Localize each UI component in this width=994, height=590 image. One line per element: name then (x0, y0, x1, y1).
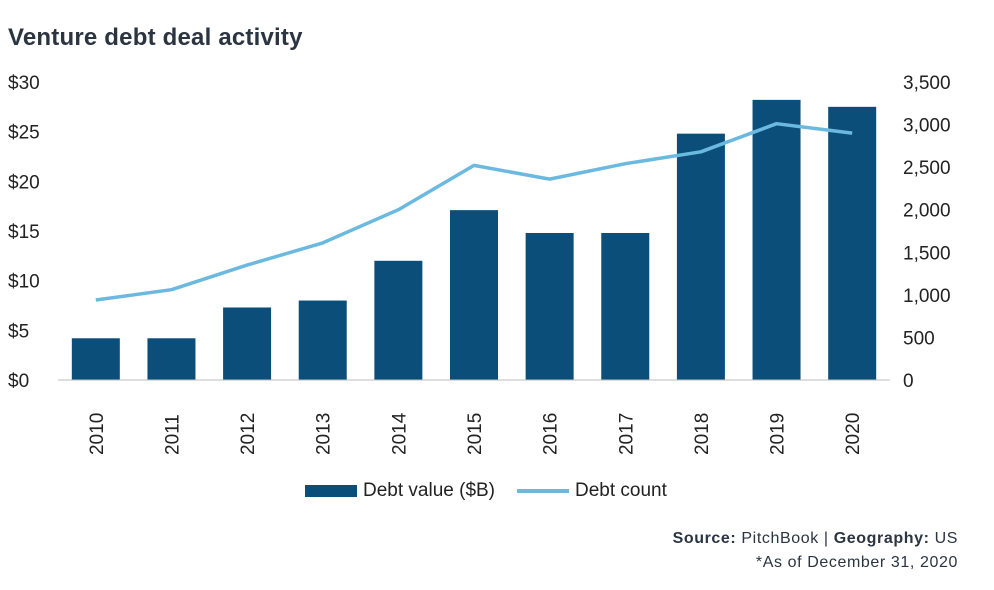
bar-2010 (71, 338, 120, 380)
x-tick-label: 2010 (87, 413, 108, 455)
left-tick-label: $30 (8, 73, 40, 94)
x-tick-label: 2016 (541, 413, 562, 455)
right-tick-label: 2,000 (903, 201, 951, 222)
bar-2011 (147, 338, 196, 380)
x-tick-label: 2012 (238, 413, 259, 455)
left-tick-label: $10 (8, 272, 40, 293)
bar-2020 (828, 106, 877, 380)
x-axis-ticks: 2010 2011 2012 2013 2014 2015 2016 2017 2018 2019… (87, 412, 864, 455)
right-tick-label: 3,500 (903, 73, 951, 94)
geography-value: US (934, 530, 958, 547)
bar-2017 (601, 232, 650, 380)
x-tick-label: 2013 (314, 413, 335, 455)
bar-2016 (525, 232, 574, 380)
chart-title: Venture debt deal activity (8, 24, 303, 51)
x-tick-label: 2020 (843, 413, 864, 455)
x-tick-label: 2018 (692, 413, 713, 455)
geography-label: Geography: (833, 530, 930, 547)
bar-2014 (374, 260, 423, 380)
source-label: Source: (672, 530, 737, 547)
right-axis-ticks: 0 500 1,000 1,500 2,000 2,500 3,000 3,500 (903, 73, 951, 392)
left-tick-label: $5 (8, 321, 29, 342)
left-axis-ticks: $0 $5 $10 $15 $20 $25 $30 (8, 73, 40, 392)
bar-2012 (223, 307, 272, 380)
legend: Debt value ($B) Debt count (305, 480, 667, 502)
debt-count-line (95, 121, 853, 302)
right-tick-label: 2,500 (903, 158, 951, 179)
x-tick-label: 2015 (465, 413, 486, 455)
right-tick-label: 1,000 (903, 286, 951, 307)
source-value: PitchBook (741, 530, 819, 547)
left-tick-label: $25 (8, 123, 40, 144)
bar-2018 (676, 133, 725, 380)
legend-bar-label: Debt value ($B) (363, 480, 496, 501)
right-tick-label: 3,000 (903, 116, 951, 137)
source-line: Source: PitchBook | Geography: US (673, 530, 958, 548)
bar-2019 (752, 99, 801, 380)
x-tick-label: 2011 (162, 414, 183, 455)
source-separator: | (823, 530, 829, 547)
x-tick-label: 2019 (768, 413, 789, 455)
bar-series (71, 99, 877, 380)
right-tick-label: 500 (903, 328, 935, 349)
bar-2013 (298, 300, 347, 380)
right-tick-label: 0 (903, 371, 914, 392)
date-note: *As of December 31, 2020 (755, 554, 958, 571)
left-tick-label: $0 (8, 371, 29, 392)
left-tick-label: $15 (8, 222, 40, 243)
legend-line-label: Debt count (575, 480, 667, 501)
x-tick-label: 2014 (389, 412, 410, 455)
legend-bar-swatch (305, 485, 357, 497)
left-tick-label: $20 (8, 172, 40, 193)
right-tick-label: 1,500 (903, 243, 951, 264)
legend-line-swatch (517, 489, 570, 493)
x-tick-label: 2017 (616, 413, 637, 455)
bar-2015 (450, 210, 498, 380)
